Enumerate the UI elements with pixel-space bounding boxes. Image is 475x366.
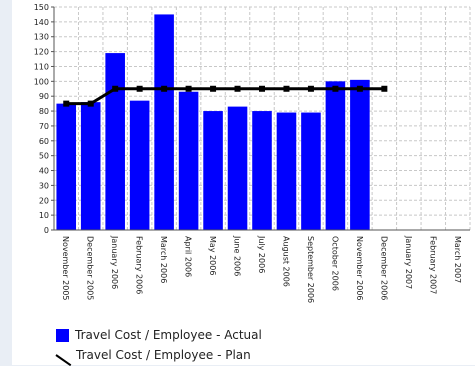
plan-marker	[63, 100, 70, 107]
plan-marker	[210, 85, 217, 92]
plan-marker	[381, 85, 388, 92]
x-tick-label: July 2006	[257, 235, 266, 273]
bar-actual	[276, 112, 297, 230]
y-tick-label: 90	[39, 92, 49, 101]
bar-actual	[56, 103, 77, 230]
y-tick-label: 0	[44, 226, 49, 235]
plan-marker	[283, 85, 290, 92]
x-tick-label: March 2006	[159, 236, 168, 283]
bar-actual	[301, 112, 321, 230]
y-tick-label: 120	[34, 48, 49, 57]
plan-marker	[161, 85, 168, 92]
y-tick-label: 60	[39, 137, 49, 146]
y-tick-label: 70	[39, 122, 49, 131]
plan-marker	[136, 85, 143, 92]
x-tick-label: September 2006	[306, 236, 315, 303]
bar-actual	[105, 53, 125, 230]
plan-marker	[185, 85, 192, 92]
y-tick-label: 80	[39, 107, 49, 116]
plan-marker	[332, 85, 339, 92]
x-tick-label: November 2005	[61, 236, 70, 301]
legend-label-plan: Travel Cost / Employee - Plan	[76, 348, 251, 362]
chart-panel: 0 10 20 30 40 50 60 70 80 90 100 110 120 130 140 150 Nov…	[12, 0, 475, 365]
x-tick-label: October 2006	[330, 236, 339, 291]
y-tick-label: 40	[39, 167, 49, 176]
plan-marker	[259, 85, 265, 92]
bar-actual	[252, 111, 272, 230]
plan-marker	[234, 85, 241, 92]
legend-line-plan	[56, 348, 72, 362]
y-tick-label: 130	[34, 33, 49, 42]
plan-marker	[87, 100, 94, 107]
y-tick-label: 20	[39, 196, 49, 205]
y-tick-label: 50	[39, 152, 49, 161]
y-tick-label: 150	[34, 3, 49, 12]
y-tick-label: 10	[39, 211, 49, 220]
x-tick-label: January 2007	[404, 235, 413, 289]
bar-actual	[227, 106, 248, 230]
y-tick-label: 140	[34, 18, 49, 27]
plan-line	[66, 87, 385, 106]
bar-actual	[129, 100, 150, 230]
plan-marker	[356, 85, 363, 92]
bar-actual	[325, 81, 346, 230]
bar-line-chart: 0 10 20 30 40 50 60 70 80 90 100 110 120 130 140 150 Nov…	[34, 3, 471, 303]
x-tick-label: January 2006	[110, 235, 119, 289]
plan-marker	[307, 85, 314, 92]
bar-actual	[203, 111, 223, 230]
x-tick-label: August 2006	[281, 236, 290, 287]
y-tick-label: 30	[39, 181, 49, 190]
plan-marker	[112, 85, 119, 92]
y-tick-label: 110	[34, 62, 49, 71]
legend-item-actual: Travel Cost / Employee - Actual	[56, 327, 262, 343]
y-tick-label: 100	[34, 77, 49, 86]
x-tick-label: March 2007	[453, 236, 462, 283]
x-tick-label: December 2006	[379, 236, 388, 300]
x-tick-label: November 2006	[355, 236, 364, 301]
x-tick-label: May 2006	[208, 236, 217, 275]
bar-actual	[178, 91, 199, 231]
x-tick-label: June 2006	[233, 235, 242, 276]
bar-actual	[350, 79, 370, 230]
x-tick-label: April 2006	[184, 236, 193, 277]
legend-swatch-actual	[56, 328, 69, 342]
x-tick-label: February 2007	[428, 236, 437, 294]
legend-item-plan: Travel Cost / Employee - Plan	[56, 347, 251, 363]
legend-label-actual: Travel Cost / Employee - Actual	[75, 328, 262, 342]
x-tick-label: December 2005	[86, 236, 95, 300]
bar-actual	[154, 14, 174, 230]
bar-actual	[80, 102, 101, 230]
x-tick-label: February 2006	[135, 236, 144, 294]
